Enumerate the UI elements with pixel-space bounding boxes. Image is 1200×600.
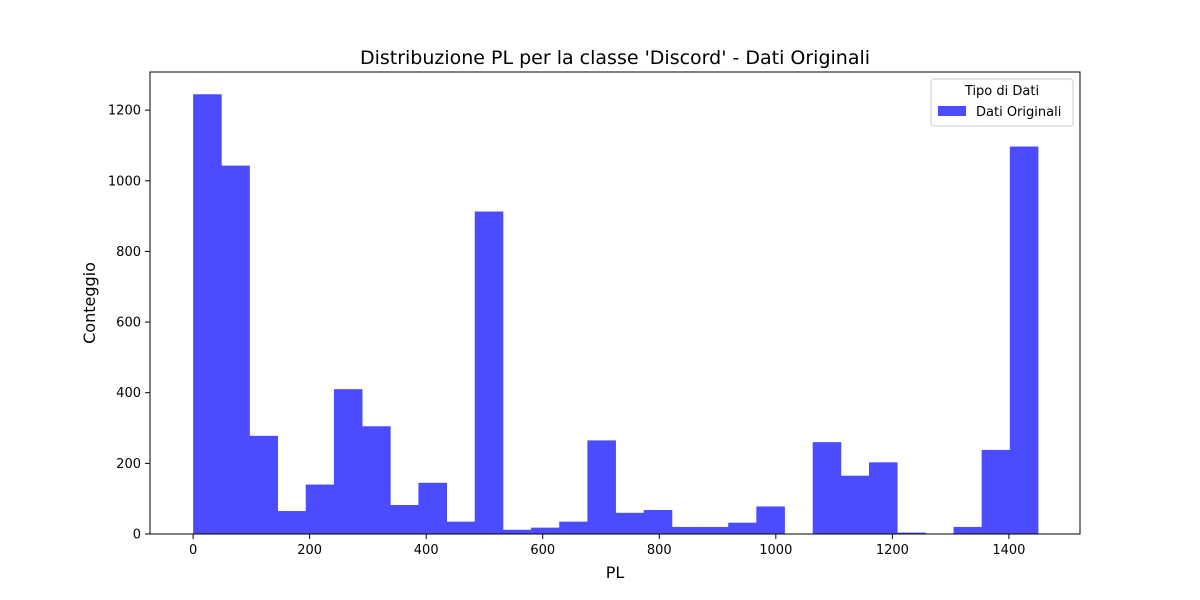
plot-frame xyxy=(149,71,1081,535)
histogram-bar xyxy=(700,526,729,534)
legend-title: Tipo di Dati xyxy=(964,84,1039,99)
histogram-bar xyxy=(981,449,1011,534)
histogram-bar xyxy=(446,521,476,534)
histogram-bar xyxy=(840,475,870,534)
x-tick-label: 200 xyxy=(297,543,322,558)
histogram-bar xyxy=(869,462,898,534)
histogram-bar xyxy=(193,94,222,534)
histogram-bar xyxy=(362,426,391,534)
histogram-bar xyxy=(277,511,307,534)
histogram-bar xyxy=(249,435,278,534)
bars-group xyxy=(193,94,1039,534)
histogram-bar xyxy=(221,165,250,534)
x-axis-label: PL xyxy=(606,563,625,582)
histogram-bar xyxy=(305,484,335,534)
histogram-bar xyxy=(333,389,363,534)
y-tick-label: 0 xyxy=(133,528,141,543)
y-tick-label: 1000 xyxy=(108,174,141,189)
y-axis-label: Conteggio xyxy=(80,262,99,344)
y-tick-label: 600 xyxy=(116,316,141,331)
y-tick-label: 400 xyxy=(116,386,141,401)
x-axis-ticks: 0 200 400 600 800 1000 1200 1400 xyxy=(189,534,1025,558)
histogram-bar xyxy=(728,522,757,534)
histogram-bar xyxy=(474,211,504,534)
x-tick-label: 1200 xyxy=(876,543,909,558)
histogram-bar xyxy=(418,482,447,534)
histogram-bar xyxy=(502,529,532,534)
legend-entry-label: Dati Originali xyxy=(976,105,1061,120)
histogram-bar xyxy=(643,509,673,534)
x-tick-label: 1400 xyxy=(992,543,1025,558)
histogram-bar xyxy=(531,527,560,534)
histogram-bar xyxy=(587,440,616,534)
y-tick-label: 1200 xyxy=(108,104,141,119)
histogram-bar xyxy=(812,442,842,534)
histogram-bar xyxy=(1009,146,1039,534)
x-tick-label: 1000 xyxy=(759,543,792,558)
histogram-bar xyxy=(671,526,701,534)
x-tick-label: 600 xyxy=(530,543,555,558)
histogram-bar xyxy=(756,506,785,534)
x-tick-label: 400 xyxy=(414,543,439,558)
chart-title: Distribuzione PL per la classe 'Discord'… xyxy=(360,47,870,69)
x-tick-label: 0 xyxy=(189,543,197,558)
legend-swatch xyxy=(938,106,966,116)
y-axis-ticks: 0 200 400 600 800 1000 1200 xyxy=(108,104,150,543)
y-tick-label: 800 xyxy=(116,245,141,260)
histogram-bar xyxy=(615,512,645,534)
legend: Tipo di Dati Dati Originali xyxy=(930,78,1074,127)
y-tick-label: 200 xyxy=(116,457,141,472)
x-tick-label: 800 xyxy=(647,543,672,558)
histogram-bar xyxy=(897,532,926,534)
histogram-bar xyxy=(953,526,983,534)
histogram-bar xyxy=(390,505,419,534)
histogram-bar xyxy=(559,521,588,534)
legend-box xyxy=(930,78,1074,127)
